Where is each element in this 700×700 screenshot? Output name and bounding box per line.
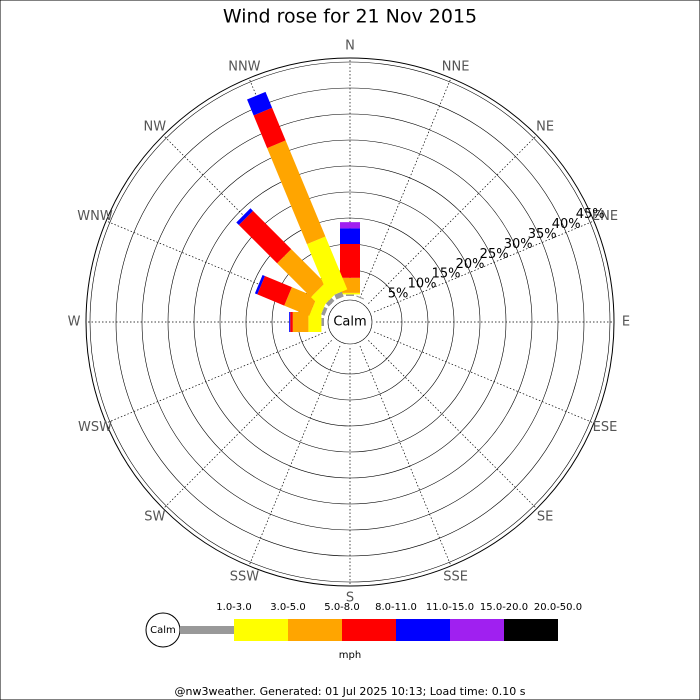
bar-segment bbox=[253, 107, 286, 149]
units: mph bbox=[339, 650, 361, 661]
direction-label: WNW bbox=[77, 209, 113, 224]
bar-segment bbox=[306, 236, 348, 298]
bar-segment bbox=[290, 312, 293, 332]
bar-segment bbox=[334, 291, 344, 300]
direction-label: SSW bbox=[230, 569, 260, 584]
r-tick-label: 35% bbox=[528, 227, 557, 242]
legend-label: 5.0-8.0 bbox=[324, 602, 359, 613]
r-tick-label: 25% bbox=[480, 247, 509, 262]
bar-segment bbox=[254, 274, 265, 295]
legend-swatch bbox=[288, 619, 342, 641]
calm-circle bbox=[327, 299, 373, 345]
bar-segment bbox=[267, 140, 326, 245]
direction-line bbox=[368, 340, 537, 509]
direction-line bbox=[359, 77, 452, 299]
bar-segment bbox=[292, 312, 309, 332]
bar-segment bbox=[277, 249, 326, 298]
bar-segment bbox=[289, 312, 291, 332]
r-tick-label: 45% bbox=[576, 207, 605, 222]
bar-segment bbox=[321, 306, 328, 316]
footer: @nw3weather. Generated: 01 Jul 2025 10:1… bbox=[175, 685, 526, 698]
legend-label: 20.0-50.0 bbox=[534, 602, 582, 613]
grid-ring bbox=[219, 191, 481, 453]
legend-label: 1.0-3.0 bbox=[216, 602, 251, 613]
direction-label: WSW bbox=[78, 420, 112, 435]
r-tick-label: 30% bbox=[504, 237, 533, 252]
legend-swatch bbox=[450, 619, 504, 641]
bar-segment bbox=[340, 244, 360, 278]
bar-segment bbox=[247, 91, 273, 116]
legend-label: 8.0-11.0 bbox=[375, 602, 417, 613]
bar-segment bbox=[325, 297, 335, 307]
legend-swatch bbox=[234, 619, 288, 641]
direction-line bbox=[248, 345, 341, 567]
direction-line bbox=[163, 340, 332, 509]
direction-line bbox=[359, 345, 452, 567]
direction-label: NNE bbox=[442, 60, 470, 75]
bar-segment bbox=[321, 318, 324, 326]
direction-label: E bbox=[622, 315, 630, 330]
bar-segment bbox=[238, 210, 292, 264]
outer-circle bbox=[85, 57, 615, 587]
direction-line bbox=[373, 220, 595, 313]
r-tick-label: 5% bbox=[388, 287, 409, 302]
legend-swatch bbox=[180, 626, 234, 634]
legend-swatch bbox=[342, 619, 396, 641]
grid-ring bbox=[167, 139, 533, 505]
bar-segment bbox=[356, 295, 365, 300]
bar-segment bbox=[236, 208, 254, 226]
legend-swatch bbox=[396, 619, 450, 641]
bar-segment bbox=[340, 228, 360, 244]
direction-label: N bbox=[345, 39, 355, 54]
direction-line bbox=[105, 331, 327, 424]
direction-label: ESE bbox=[593, 420, 618, 435]
legend-label: 15.0-20.0 bbox=[480, 602, 528, 613]
legend-label: 11.0-15.0 bbox=[426, 602, 474, 613]
direction-label: W bbox=[68, 315, 81, 330]
direction-line bbox=[368, 135, 537, 304]
direction-label: SE bbox=[537, 510, 553, 525]
direction-label: S bbox=[346, 591, 354, 606]
r-tick-label: 15% bbox=[432, 267, 461, 282]
grid-ring bbox=[89, 61, 611, 583]
legend-label: 3.0-5.0 bbox=[270, 602, 305, 613]
chart-title: Wind rose for 21 Nov 2015 bbox=[223, 6, 477, 28]
direction-label: SW bbox=[144, 510, 165, 525]
legend-calm-label: Calm bbox=[150, 625, 176, 636]
bar-segment bbox=[340, 292, 360, 295]
legend-swatch bbox=[504, 619, 558, 641]
bar-segment bbox=[346, 294, 354, 296]
direction-label: NW bbox=[144, 119, 167, 134]
direction-line bbox=[373, 331, 595, 424]
calm-label: Calm bbox=[333, 315, 366, 330]
bar-segment bbox=[257, 275, 292, 306]
r-tick-label: 20% bbox=[456, 257, 485, 272]
r-tick-label: 40% bbox=[552, 217, 581, 232]
direction-label: NE bbox=[536, 119, 554, 134]
direction-label: SSE bbox=[443, 569, 468, 584]
direction-label: NNW bbox=[228, 60, 260, 75]
bar-segment bbox=[340, 222, 360, 229]
direction-label: ENE bbox=[592, 209, 618, 224]
r-tick-label: 10% bbox=[408, 277, 437, 292]
